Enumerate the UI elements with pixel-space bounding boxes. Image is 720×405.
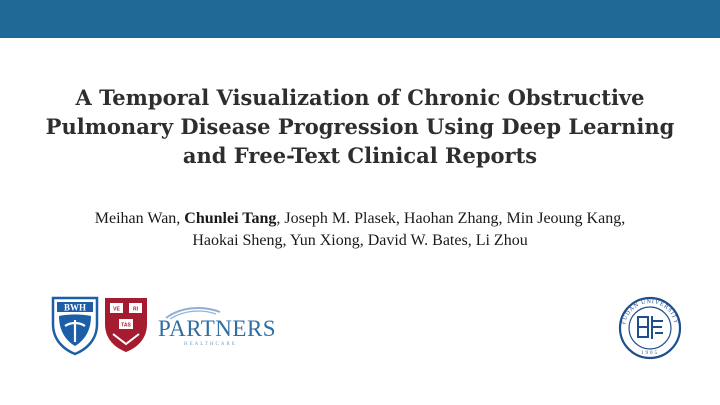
partners-swoosh-icon (165, 307, 221, 320)
title-line-3: and Free-Text Clinical Reports (182, 143, 538, 168)
partners-healthcare-logo: PARTNERS HEALTHCARE (158, 304, 277, 354)
author-text: Meihan Wan, (94, 210, 185, 227)
author-list: Meihan Wan, Chunlei Tang, Joseph M. Plas… (20, 208, 700, 252)
partners-wordmark: PARTNERS (158, 316, 277, 341)
svg-text:VE: VE (113, 307, 120, 313)
svg-text:BWH: BWH (64, 303, 86, 313)
harvard-shield-logo: VE RI TAS (105, 298, 147, 352)
title-line-2: Pulmonary Disease Progression Using Deep… (45, 114, 675, 139)
svg-text:RI: RI (133, 307, 139, 313)
slide-title: A Temporal Visualization of Chronic Obst… (20, 83, 700, 170)
author-text: , Joseph M. Plasek, Haohan Zhang, Min Je… (276, 210, 626, 227)
svg-text:TAS: TAS (121, 323, 131, 329)
presenting-author: Chunlei Tang (184, 210, 277, 227)
bwh-shield-logo: BWH (51, 296, 99, 356)
title-line-1: A Temporal Visualization of Chronic Obst… (75, 85, 645, 110)
svg-text:1905: 1905 (641, 351, 659, 356)
author-line-2: Haokai Sheng, Yun Xiong, David W. Bates,… (192, 232, 528, 249)
author-line-1: Meihan Wan, Chunlei Tang, Joseph M. Plas… (20, 208, 700, 230)
fudan-university-seal: FUDAN UNIVERSITY 1905 (618, 296, 682, 360)
partners-subtext: HEALTHCARE (184, 342, 237, 347)
top-banner (0, 0, 720, 38)
